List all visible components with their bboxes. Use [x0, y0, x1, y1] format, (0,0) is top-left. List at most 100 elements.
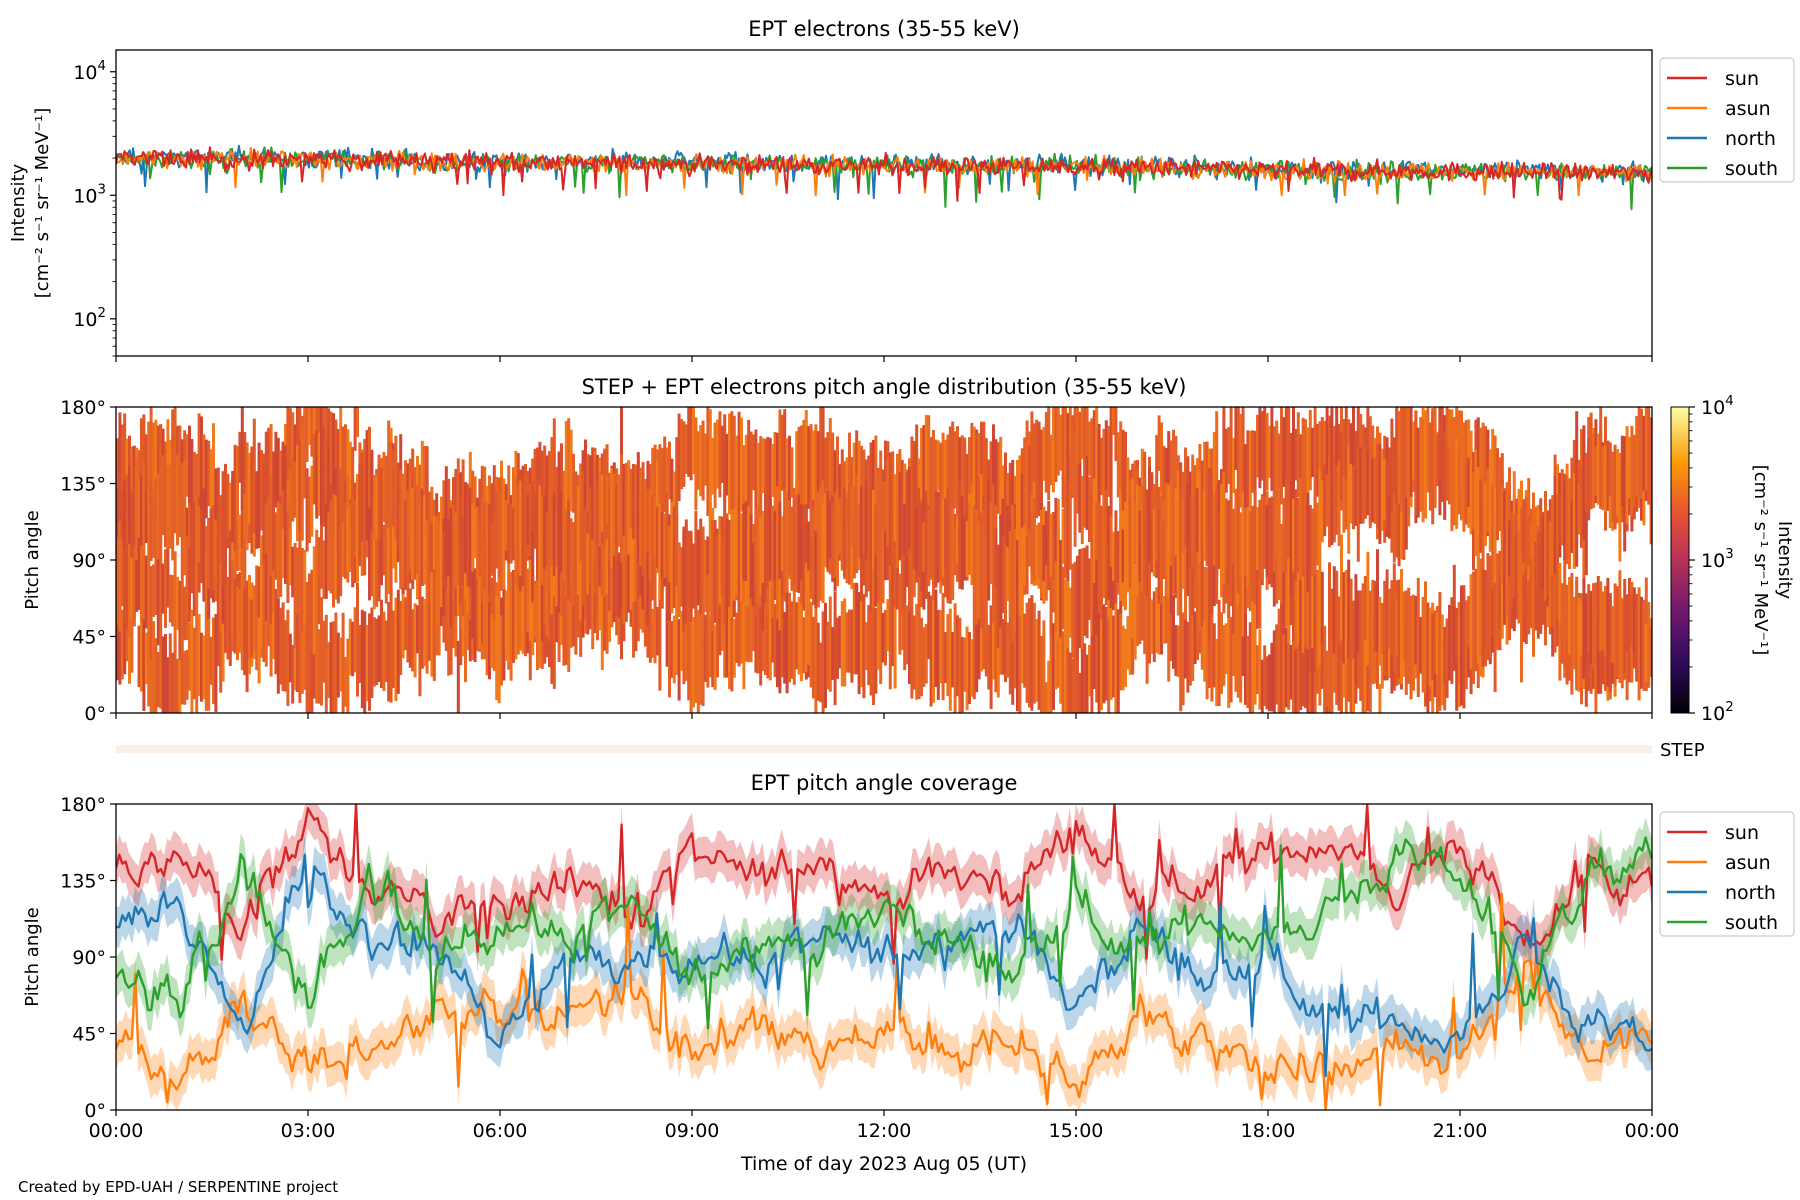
tick-label: 104	[73, 59, 106, 84]
heatmap-cell	[1160, 422, 1163, 528]
heatmap-cell	[500, 615, 503, 686]
heatmap-cell	[1109, 529, 1113, 609]
heatmap-cell	[183, 586, 187, 641]
heatmap-cell	[735, 507, 739, 597]
heatmap-cell	[257, 442, 261, 549]
heatmap-cell	[1080, 476, 1084, 545]
heatmap-cell	[579, 508, 583, 620]
heatmap-cell	[1258, 629, 1262, 710]
heatmap-cell	[1184, 471, 1187, 547]
heatmap-cell	[315, 629, 319, 704]
heatmap-cell	[1500, 561, 1504, 639]
heatmap-cell	[1606, 577, 1610, 687]
heatmap-cell	[1126, 616, 1130, 670]
heatmap-cell	[336, 632, 340, 698]
heatmap-cell	[1450, 597, 1454, 684]
heatmap-cell	[1066, 576, 1070, 649]
heatmap-cell	[1354, 574, 1358, 686]
heatmap-cell	[869, 518, 873, 613]
heatmap-cell	[564, 595, 568, 665]
y-tick-label: 135°	[60, 871, 106, 893]
heatmap-cell	[1160, 496, 1163, 604]
heatmap-cell	[236, 446, 239, 524]
heatmap-cell	[166, 547, 170, 608]
heatmap-cell	[713, 624, 717, 691]
heatmap-cell	[1133, 565, 1137, 660]
heatmap-cell	[996, 544, 1000, 598]
panel3-y-axis: 0°45°90°135°180°	[60, 794, 116, 1122]
heatmap-cell	[852, 486, 856, 557]
heatmap-cell	[236, 586, 239, 661]
heatmap-cell	[893, 516, 897, 608]
heatmap-cell	[219, 537, 223, 633]
heatmap-cell	[1107, 505, 1111, 600]
heatmap-cell	[1373, 621, 1377, 684]
heatmap-cell	[1162, 520, 1166, 579]
heatmap-cell	[1359, 590, 1363, 659]
heatmap-cell	[1584, 493, 1588, 576]
heatmap-cell	[159, 445, 163, 561]
heatmap-cell	[567, 418, 571, 530]
heatmap-cell	[1644, 407, 1648, 492]
x-tick-label: 12:00	[857, 1120, 912, 1142]
heatmap-cell	[1376, 444, 1379, 529]
heatmap-cell	[687, 407, 691, 477]
heatmap-cell	[1071, 563, 1075, 659]
heatmap-cell	[144, 434, 148, 497]
heatmap-cell	[884, 521, 887, 581]
heatmap-cell	[1239, 512, 1243, 578]
panel1-series	[116, 144, 1652, 211]
heatmap-cell	[1419, 417, 1423, 512]
y-tick-label: 180°	[60, 397, 106, 419]
heatmap-cell	[759, 516, 763, 595]
heatmap-cell	[396, 485, 400, 546]
panel1-ylabel-line2: [cm⁻² s⁻¹ sr⁻¹ MeV⁻¹]	[32, 108, 53, 299]
heatmap-cell	[977, 606, 981, 680]
heatmap-cell	[862, 485, 866, 556]
heatmap-cell	[308, 476, 311, 543]
heatmap-cell	[569, 429, 573, 512]
heatmap-cell	[984, 534, 988, 635]
heatmap-cell	[1200, 535, 1204, 627]
heatmap-cell	[1486, 553, 1490, 661]
heatmap-cell	[1438, 592, 1442, 707]
heatmap-cell	[576, 485, 580, 595]
heatmap-cell	[1366, 451, 1370, 516]
heatmap-cell	[898, 472, 902, 561]
heatmap-cell	[430, 523, 434, 573]
heatmap-cell	[1140, 577, 1144, 641]
heatmap-cell	[1236, 596, 1240, 698]
heatmap-cell	[653, 444, 657, 545]
heatmap-cell	[276, 598, 280, 694]
heatmap-cell	[212, 423, 215, 537]
heatmap-cell	[149, 480, 153, 561]
heatmap-cell	[1116, 531, 1120, 583]
heatmap-cell	[941, 499, 945, 577]
heatmap-cell	[1236, 407, 1240, 518]
heatmap-cell	[1352, 407, 1355, 513]
heatmap-cell	[989, 441, 993, 551]
heatmap-cell	[1347, 444, 1351, 554]
heatmap-cell	[1049, 620, 1053, 713]
heatmap-cell	[953, 431, 957, 509]
heatmap-cell	[1092, 410, 1096, 494]
heatmap-cell	[248, 596, 251, 661]
heatmap-cell	[840, 460, 844, 570]
heatmap-cell	[468, 487, 472, 588]
heatmap-cell	[504, 602, 508, 653]
heatmap-cell	[387, 420, 391, 528]
heatmap-cell	[1481, 422, 1485, 507]
heatmap-cell	[1325, 407, 1329, 505]
heatmap-cell	[488, 602, 491, 680]
heatmap-cell	[831, 502, 835, 579]
heatmap-cell	[173, 478, 177, 534]
heatmap-cell	[795, 602, 799, 670]
heatmap-cell	[1584, 453, 1588, 513]
heatmap-cell	[932, 491, 935, 601]
heatmap-cell	[1409, 595, 1413, 690]
heatmap-cell	[572, 522, 575, 606]
heatmap-cell	[788, 592, 791, 683]
heatmap-cell	[1205, 487, 1209, 567]
heatmap-cell	[1085, 654, 1089, 713]
